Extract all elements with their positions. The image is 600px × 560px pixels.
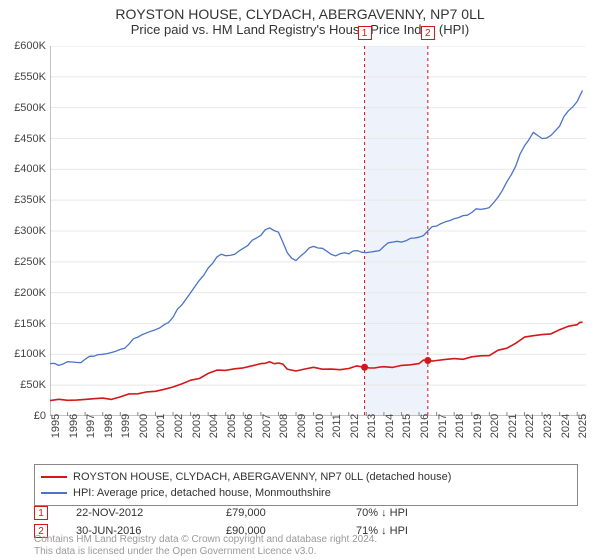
x-tick-label: 2011 bbox=[331, 414, 343, 438]
x-tick-label: 2025 bbox=[577, 414, 589, 438]
x-tick-label: 2023 bbox=[542, 414, 554, 438]
x-tick-label: 2014 bbox=[384, 414, 396, 438]
x-tick-label: 1997 bbox=[85, 414, 97, 438]
x-tick-label: 1998 bbox=[103, 414, 115, 438]
x-axis-labels: 1995199619971998199920002001200220032004… bbox=[50, 420, 586, 460]
x-tick-label: 1995 bbox=[50, 414, 62, 438]
x-tick-label: 2017 bbox=[437, 414, 449, 438]
y-tick-label: £200K bbox=[14, 287, 46, 299]
y-tick-label: £500K bbox=[14, 102, 46, 114]
x-tick-label: 2008 bbox=[278, 414, 290, 438]
attribution-line: Contains HM Land Registry data © Crown c… bbox=[34, 534, 377, 546]
sale-diff: 70% ↓ HPI bbox=[356, 507, 578, 519]
y-tick-label: £450K bbox=[14, 133, 46, 145]
y-tick-label: £100K bbox=[14, 348, 46, 360]
x-tick-label: 2002 bbox=[173, 414, 185, 438]
legend-item: ROYSTON HOUSE, CLYDACH, ABERGAVENNY, NP7… bbox=[41, 469, 571, 485]
x-tick-label: 2006 bbox=[243, 414, 255, 438]
y-axis-labels: £0£50K£100K£150K£200K£250K£300K£350K£400… bbox=[0, 46, 48, 416]
x-tick-label: 2003 bbox=[191, 414, 203, 438]
x-tick-label: 2019 bbox=[472, 414, 484, 438]
x-tick-label: 2015 bbox=[401, 414, 413, 438]
x-tick-label: 2022 bbox=[524, 414, 536, 438]
plot-area: 12 bbox=[50, 46, 586, 416]
x-tick-label: 2020 bbox=[489, 414, 501, 438]
y-tick-label: £600K bbox=[14, 40, 46, 52]
chart-container: ROYSTON HOUSE, CLYDACH, ABERGAVENNY, NP7… bbox=[0, 0, 600, 560]
legend-swatch bbox=[41, 492, 67, 494]
x-tick-label: 2021 bbox=[507, 414, 519, 438]
y-tick-label: £150K bbox=[14, 318, 46, 330]
x-tick-label: 2013 bbox=[366, 414, 378, 438]
chart-subtitle: Price paid vs. HM Land Registry's House … bbox=[0, 22, 600, 41]
legend-swatch bbox=[41, 476, 67, 478]
sale-callout-marker: 1 bbox=[358, 26, 372, 40]
attribution-line: This data is licensed under the Open Gov… bbox=[34, 546, 377, 558]
chart-title: ROYSTON HOUSE, CLYDACH, ABERGAVENNY, NP7… bbox=[0, 0, 600, 22]
x-tick-label: 2024 bbox=[560, 414, 572, 438]
x-tick-label: 2001 bbox=[155, 414, 167, 438]
sale-diff: 71% ↓ HPI bbox=[356, 525, 578, 537]
legend: ROYSTON HOUSE, CLYDACH, ABERGAVENNY, NP7… bbox=[34, 464, 578, 506]
x-tick-label: 1999 bbox=[120, 414, 132, 438]
sale-price: £79,000 bbox=[226, 507, 356, 519]
x-tick-label: 2004 bbox=[208, 414, 220, 438]
x-tick-label: 2012 bbox=[349, 414, 361, 438]
x-tick-label: 2005 bbox=[226, 414, 238, 438]
x-tick-label: 2016 bbox=[419, 414, 431, 438]
x-tick-label: 1996 bbox=[68, 414, 80, 438]
y-tick-label: £50K bbox=[20, 379, 46, 391]
x-tick-label: 2018 bbox=[454, 414, 466, 438]
legend-label: HPI: Average price, detached house, Monm… bbox=[73, 485, 331, 501]
y-tick-label: £400K bbox=[14, 163, 46, 175]
y-tick-label: £350K bbox=[14, 194, 46, 206]
x-tick-label: 2009 bbox=[296, 414, 308, 438]
sale-marker: 1 bbox=[34, 506, 48, 520]
legend-label: ROYSTON HOUSE, CLYDACH, ABERGAVENNY, NP7… bbox=[73, 469, 451, 485]
y-tick-label: £0 bbox=[34, 410, 46, 422]
y-tick-label: £300K bbox=[14, 225, 46, 237]
x-tick-label: 2007 bbox=[261, 414, 273, 438]
sale-row: 1 22-NOV-2012£79,00070% ↓ HPI bbox=[34, 504, 578, 522]
sale-date: 22-NOV-2012 bbox=[76, 507, 226, 519]
plot-svg bbox=[50, 46, 586, 416]
x-tick-label: 2010 bbox=[314, 414, 326, 438]
attribution: Contains HM Land Registry data © Crown c… bbox=[34, 534, 377, 558]
sale-callout-marker: 2 bbox=[421, 26, 435, 40]
legend-item: HPI: Average price, detached house, Monm… bbox=[41, 485, 571, 501]
x-tick-label: 2000 bbox=[138, 414, 150, 438]
y-tick-label: £550K bbox=[14, 71, 46, 83]
y-tick-label: £250K bbox=[14, 256, 46, 268]
